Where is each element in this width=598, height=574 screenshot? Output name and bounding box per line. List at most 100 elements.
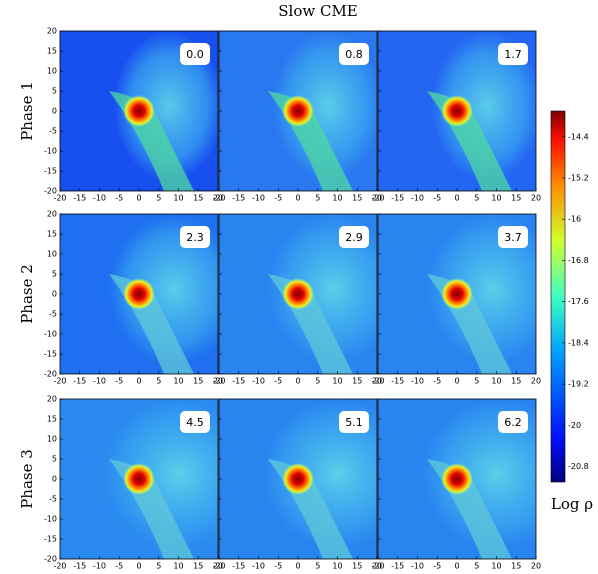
y-tick-label: 5 <box>52 455 57 464</box>
x-tick-label: 0 <box>295 377 300 386</box>
halo <box>104 399 218 549</box>
y-tick-label: -10 <box>44 330 57 339</box>
y-tick-label: -5 <box>49 310 57 319</box>
x-tick-label: 10 <box>491 562 501 571</box>
x-tick-label: -20 <box>53 377 66 386</box>
x-tick-label: 20 <box>531 562 541 571</box>
star <box>282 95 314 127</box>
y-tick-label: -20 <box>44 187 57 196</box>
x-tick-label: -15 <box>73 377 86 386</box>
y-tick-label: 0 <box>52 290 57 299</box>
colorbar-tick-label: -14.4 <box>568 132 589 141</box>
star <box>441 95 473 127</box>
x-tick-label: -10 <box>252 194 265 203</box>
x-tick-label: 15 <box>352 377 362 386</box>
figure-title: Slow CME <box>278 2 358 20</box>
x-tick-label: -5 <box>115 562 123 571</box>
time-label: 0.0 <box>186 48 204 61</box>
row-label: Phase 2 <box>18 264 36 324</box>
y-tick-label: 10 <box>47 435 57 444</box>
star <box>123 95 155 127</box>
x-tick-label: 15 <box>193 377 203 386</box>
star <box>441 278 473 310</box>
x-tick-label: -15 <box>391 377 404 386</box>
x-tick-label: 15 <box>352 562 362 571</box>
time-box <box>339 43 369 65</box>
x-tick-label: 10 <box>491 194 501 203</box>
halo <box>114 31 218 181</box>
x-tick-label: 5 <box>156 194 161 203</box>
y-tick-label: 15 <box>47 415 57 424</box>
x-tick-label: 10 <box>491 377 501 386</box>
x-tick-label: 10 <box>332 562 342 571</box>
y-tick-label: -10 <box>44 147 57 156</box>
x-tick-label: -20 <box>371 562 384 571</box>
time-box <box>498 411 528 433</box>
x-tick-label: -20 <box>212 377 225 386</box>
x-tick-label: 5 <box>315 562 320 571</box>
x-tick-label: 10 <box>173 194 183 203</box>
x-tick-label: 5 <box>474 562 479 571</box>
y-tick-label: -15 <box>44 535 57 544</box>
x-tick-label: 15 <box>193 194 203 203</box>
x-tick-label: -10 <box>252 377 265 386</box>
x-tick-label: -5 <box>115 194 123 203</box>
x-tick-label: 20 <box>213 377 223 386</box>
x-tick-label: 0 <box>136 194 141 203</box>
x-tick-label: 20 <box>213 562 223 571</box>
x-tick-label: -10 <box>252 562 265 571</box>
y-tick-label: 15 <box>47 47 57 56</box>
time-label: 2.9 <box>345 231 363 244</box>
x-tick-label: 15 <box>511 194 521 203</box>
y-tick-label: -15 <box>44 350 57 359</box>
y-tick-label: -5 <box>49 127 57 136</box>
halo <box>432 31 536 181</box>
y-tick-label: -5 <box>49 495 57 504</box>
star <box>123 463 155 495</box>
time-box <box>180 226 210 248</box>
x-tick-label: 0 <box>136 562 141 571</box>
x-tick-label: -10 <box>93 562 106 571</box>
colorbar <box>550 110 566 483</box>
x-tick-label: 0 <box>454 377 459 386</box>
x-tick-label: -15 <box>391 562 404 571</box>
halo <box>268 214 377 364</box>
x-tick-label: 10 <box>173 562 183 571</box>
star <box>282 278 314 310</box>
colorbar-tick-label: -17.6 <box>568 297 589 306</box>
y-tick-label: -20 <box>44 555 57 564</box>
time-label: 3.7 <box>504 231 522 244</box>
x-tick-label: -20 <box>212 562 225 571</box>
time-label: 0.8 <box>345 48 363 61</box>
x-tick-label: -15 <box>73 562 86 571</box>
halo <box>263 399 377 549</box>
row-label: Phase 3 <box>18 449 36 509</box>
x-tick-label: -15 <box>232 377 245 386</box>
halo <box>427 214 536 364</box>
density-field <box>378 214 536 374</box>
x-tick-label: -15 <box>391 194 404 203</box>
x-tick-label: -5 <box>433 194 441 203</box>
time-box <box>498 43 528 65</box>
x-tick-label: 5 <box>315 194 320 203</box>
x-tick-label: 10 <box>332 377 342 386</box>
time-box <box>339 226 369 248</box>
x-tick-label: 10 <box>173 377 183 386</box>
x-tick-label: 15 <box>193 562 203 571</box>
x-tick-label: 0 <box>454 562 459 571</box>
x-tick-label: -20 <box>53 194 66 203</box>
colorbar-tick-label: -20 <box>568 421 581 430</box>
x-tick-label: -10 <box>93 194 106 203</box>
x-tick-label: 15 <box>511 562 521 571</box>
y-tick-label: 5 <box>52 270 57 279</box>
x-tick-label: 5 <box>156 377 161 386</box>
y-tick-label: 5 <box>52 87 57 96</box>
time-label: 5.1 <box>345 416 363 429</box>
x-tick-label: 20 <box>372 562 382 571</box>
time-box <box>180 43 210 65</box>
y-tick-label: -15 <box>44 167 57 176</box>
x-tick-label: 0 <box>136 377 141 386</box>
halo <box>273 31 377 181</box>
x-tick-label: 0 <box>295 194 300 203</box>
